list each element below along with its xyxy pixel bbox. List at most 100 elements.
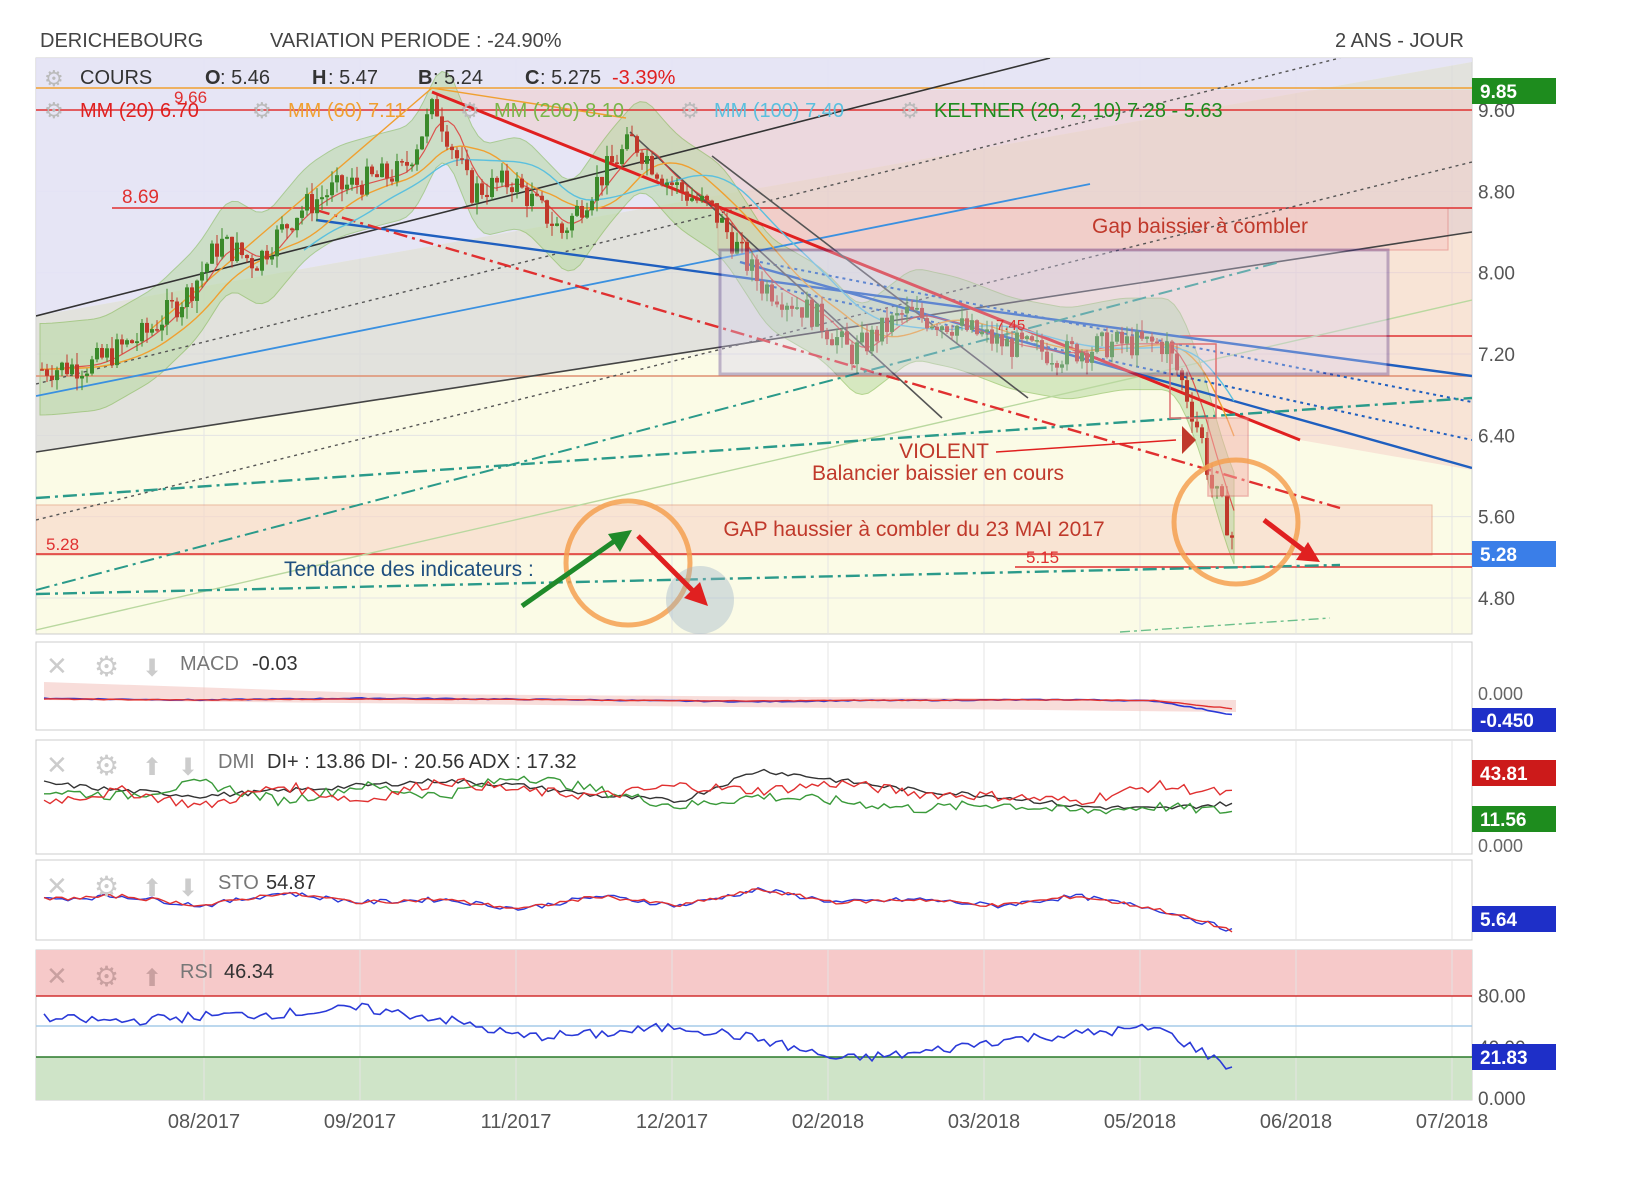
candle-body [585,210,589,218]
price-tick-label: 6.40 [1478,426,1515,447]
candle-body [250,258,254,269]
time-tick-label: 11/2017 [481,1111,552,1133]
arrow-up-icon[interactable]: ⬆ [142,754,162,781]
tendance-label: Tendance des indicateurs : [284,558,534,581]
candle-body [845,331,849,345]
candle-body [920,307,924,319]
level-966-label: 9.66 [174,88,207,107]
candle-body [670,182,674,185]
mm100-legend: MM (100) 7.40 [714,100,844,122]
candle-body [600,176,604,186]
candle-body [1075,344,1079,362]
candle-body [285,224,289,229]
candle-body [1140,331,1144,339]
arrow-up-icon[interactable]: ⬆ [142,875,162,902]
candle-body [1145,336,1149,339]
close-icon[interactable]: ✕ [46,750,68,780]
candle-body [750,259,754,271]
candle-body [630,134,634,137]
candle-body [615,162,619,165]
open-label: O [205,67,221,89]
candle-body [70,364,74,375]
candle-body [740,241,744,244]
channel-mid-line [36,58,1341,385]
level-745-label: 7.45 [996,317,1025,334]
violent-pointer-line [995,439,1177,453]
candle-body [700,195,704,201]
candle-body [1025,336,1029,340]
candle-body [1035,340,1039,342]
arrow-down-icon[interactable]: ⬇ [142,655,162,682]
candle-body [405,161,409,166]
close-icon[interactable]: ✕ [46,871,68,901]
gear-icon[interactable]: ⚙ [900,98,920,123]
candle-body [975,320,979,335]
candle-body [1050,363,1054,365]
candle-body [885,317,889,332]
period-selector[interactable]: 2 ANS - JOUR [1335,30,1464,52]
candle-body [1175,353,1179,371]
candle-body [765,284,769,294]
candle-body [935,326,939,331]
candle-body [175,301,179,318]
red-right-arrow-shaft [1262,518,1308,554]
candle-body [790,305,794,309]
gear-icon[interactable]: ⚙ [94,651,119,682]
dmi-tick: 0.000 [1478,836,1523,856]
grey-fan-2 [711,155,1029,399]
candle-body [320,197,324,200]
violent-label: VIOLENT [899,440,989,463]
candle-body [555,223,559,226]
mm200-legend: MM (200) 8.10 [494,100,624,122]
candle-body [170,300,174,302]
candle-body [1085,352,1089,363]
candle-body [330,182,334,196]
candle-body [315,199,319,214]
gear-icon[interactable]: ⚙ [252,98,272,123]
candle-body [245,255,249,259]
candle-body [395,161,399,182]
candle-body [120,339,124,345]
time-tick-label: 02/2018 [792,1111,864,1133]
candle-body [870,329,874,352]
gear-icon[interactable]: ⚙ [94,961,119,992]
arrow-up-icon[interactable]: ⬆ [142,965,162,992]
candle-body [980,331,984,335]
time-tick-label: 06/2018 [1260,1111,1332,1133]
candle-body [1045,351,1049,364]
dmi-panel-bg [35,739,1473,855]
candle-body [1120,331,1124,344]
arrow-down-icon[interactable]: ⬇ [178,754,198,781]
gear-icon[interactable]: ⚙ [94,871,119,902]
candle-body [90,359,94,374]
candle-body [655,174,659,179]
sto-name: STO [218,872,259,894]
rsi-name: RSI [180,961,213,983]
candle-body [650,156,654,175]
gear-icon[interactable]: ⚙ [94,750,119,781]
gear-icon[interactable]: ⚙ [680,98,700,123]
gear-icon[interactable]: ⚙ [460,98,480,123]
macd-badge [1472,708,1556,732]
close-icon[interactable]: ✕ [46,651,68,681]
candle-body [130,340,134,344]
price-tick-label: 7.20 [1478,345,1515,366]
arrow-down-icon[interactable]: ⬇ [178,875,198,902]
macd-panel-bg [35,641,1473,731]
price-tick-label: 4.80 [1478,589,1515,610]
high-value: : 5.47 [328,67,378,89]
dmi-value: DI+ : 13.86 DI- : 20.56 ADX : 17.32 [267,751,577,773]
candle-body [665,182,669,186]
candle-body [125,340,129,345]
candle-body [350,177,354,185]
candle-body [500,170,504,183]
candle-body [1020,332,1024,340]
blue-trend-dotted [759,261,1472,403]
gear-icon[interactable]: ⚙ [44,66,64,91]
candle-body [65,362,69,375]
candle-body [710,200,714,204]
close-icon[interactable]: ✕ [46,961,68,991]
gear-icon[interactable]: ⚙ [44,98,64,123]
candle-body [485,194,489,198]
candle-body [270,256,274,260]
